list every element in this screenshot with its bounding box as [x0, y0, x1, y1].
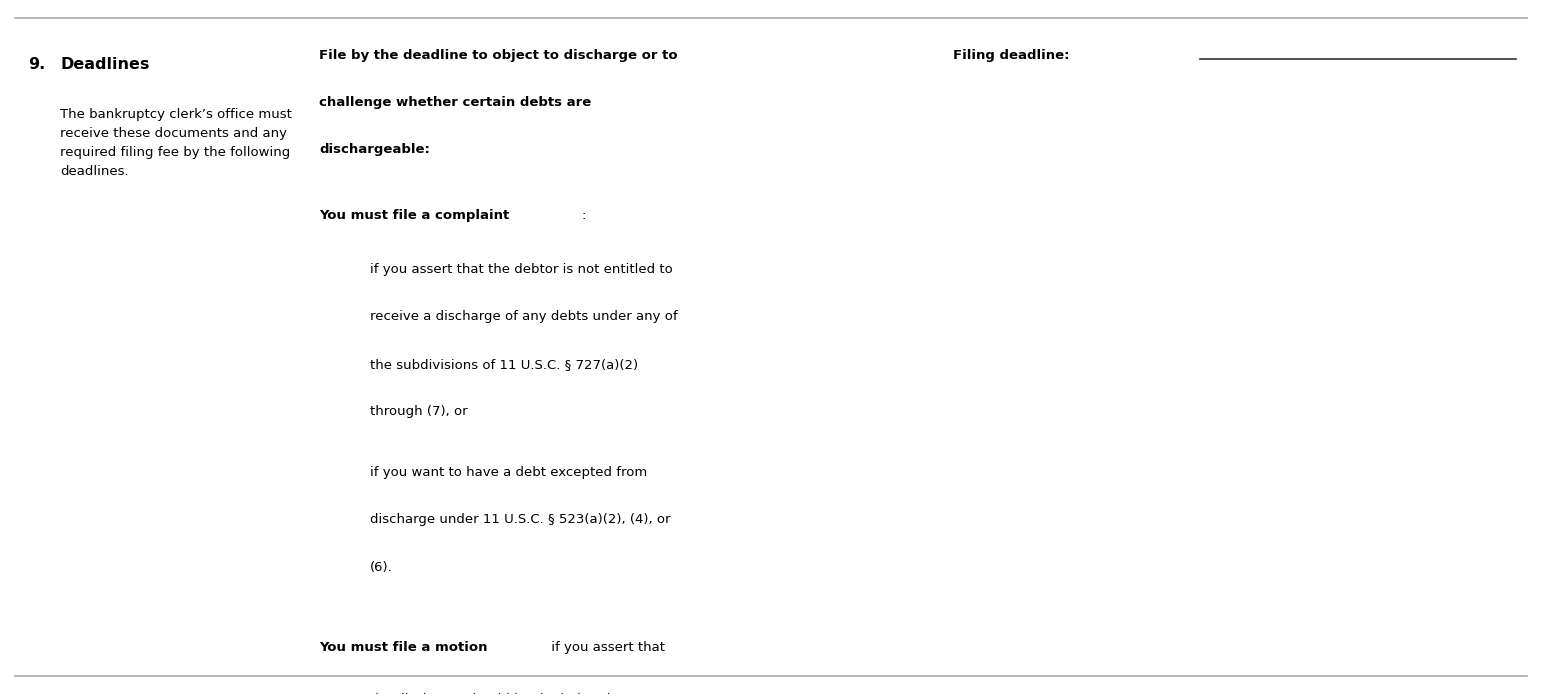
Text: (6).: (6).	[370, 561, 393, 574]
Text: You must file a complaint: You must file a complaint	[319, 209, 509, 222]
Text: receive a discharge of any debts under any of: receive a discharge of any debts under a…	[370, 310, 677, 323]
Text: discharge under 11 U.S.C. § 523(a)(2), (4), or: discharge under 11 U.S.C. § 523(a)(2), (…	[370, 514, 671, 527]
Text: if you assert that the debtor is not entitled to: if you assert that the debtor is not ent…	[370, 263, 672, 276]
Text: if you assert that: if you assert that	[547, 641, 666, 654]
Text: challenge whether certain debts are: challenge whether certain debts are	[319, 96, 592, 109]
Text: You must file a motion: You must file a motion	[319, 641, 487, 654]
Text: the discharge should be denied under §: the discharge should be denied under §	[370, 693, 635, 694]
Text: :: :	[581, 209, 586, 222]
Text: File by the deadline to object to discharge or to: File by the deadline to object to discha…	[319, 49, 678, 62]
Text: 9.: 9.	[28, 57, 45, 72]
Text: Deadlines: Deadlines	[60, 57, 150, 72]
Text: the subdivisions of 11 U.S.C. § 727(a)(2): the subdivisions of 11 U.S.C. § 727(a)(2…	[370, 357, 638, 371]
Text: dischargeable:: dischargeable:	[319, 143, 430, 156]
Text: Filing deadline:: Filing deadline:	[953, 49, 1070, 62]
Text: The bankruptcy clerk’s office must
receive these documents and any
required fili: The bankruptcy clerk’s office must recei…	[60, 108, 291, 178]
Text: through (7), or: through (7), or	[370, 405, 467, 418]
Text: if you want to have a debt excepted from: if you want to have a debt excepted from	[370, 466, 648, 480]
